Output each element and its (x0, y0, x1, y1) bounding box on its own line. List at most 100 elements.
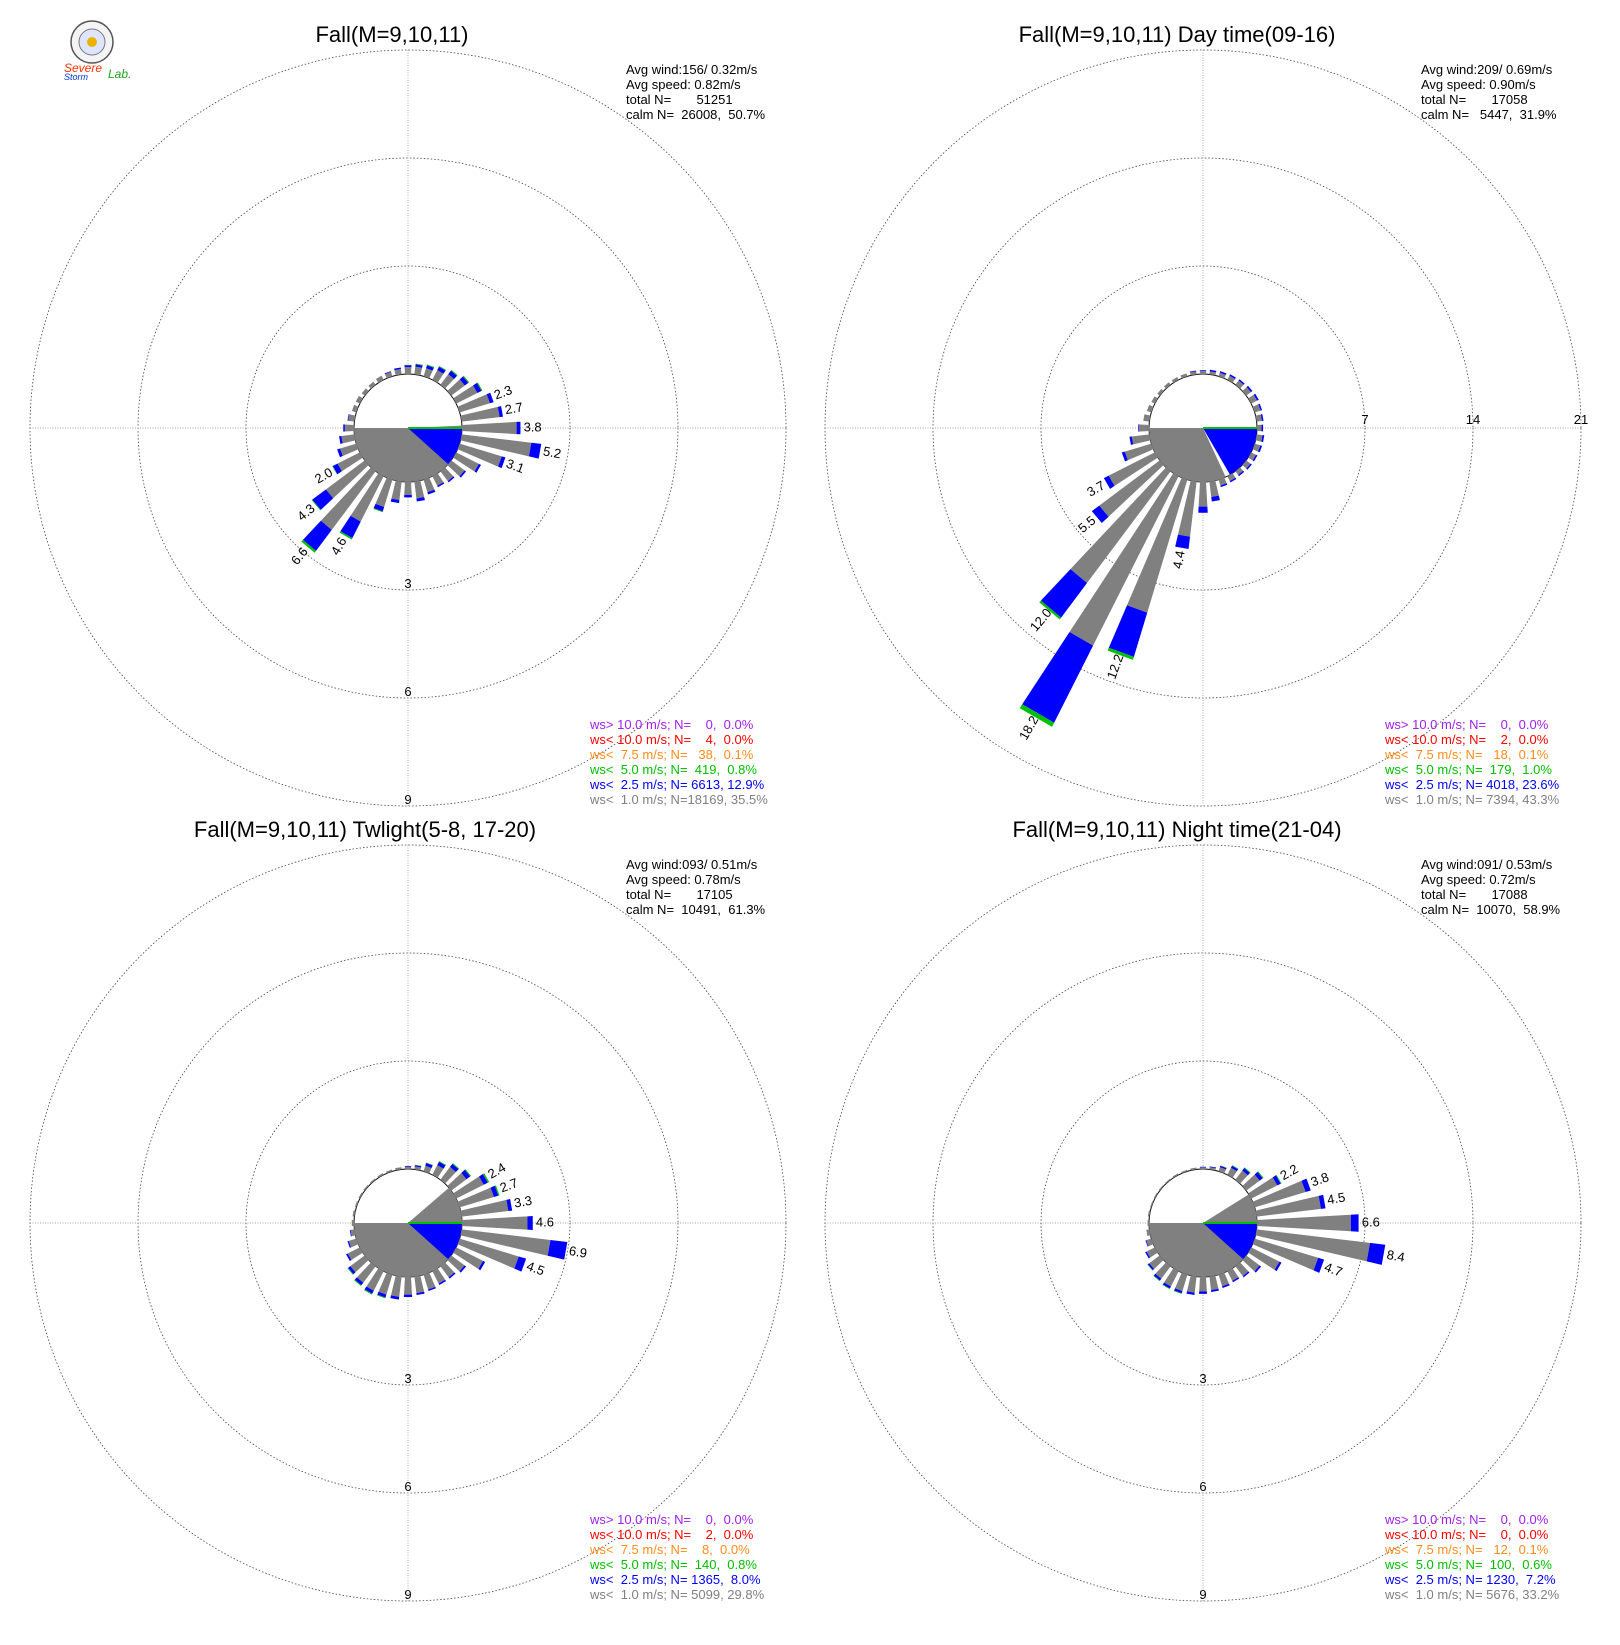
direction-bar (414, 481, 425, 502)
bar-segment-lt1 (340, 444, 358, 456)
bar-segment-lt25 (1200, 1167, 1206, 1168)
legend-entry: ws> 10.0 m/s; N= 0, 0.0% (1384, 1512, 1549, 1527)
bar-segment-lt25 (404, 495, 412, 497)
bar-segment-lt1 (1187, 1276, 1197, 1293)
direction-bar (1143, 414, 1150, 421)
panel-title: Fall(M=9,10,11) Twlight(5-8, 17-20) (194, 817, 536, 842)
bar-segment-lt1 (414, 481, 424, 499)
direction-bar (404, 365, 411, 374)
windrose-panel-fall: 2.32.73.85.23.14.66.64.32.0369Fall(M=9,1… (30, 22, 786, 807)
bar-value-label: 2.7 (498, 1175, 520, 1195)
bar-value-label: 3.7 (1084, 478, 1107, 500)
bar-segment-lt1 (391, 1276, 402, 1297)
direction-bar (390, 1276, 401, 1300)
direction-bar (1129, 434, 1150, 445)
bar-segment-lt25 (1199, 1292, 1207, 1294)
direction-bar (404, 1277, 412, 1297)
legend-entry: ws< 5.0 m/s; N= 140, 0.8% (589, 1557, 757, 1572)
bar-value-label: 2.0 (312, 464, 335, 486)
bar-segment-lt25 (1109, 605, 1147, 657)
bar-segment-lt1 (1256, 434, 1263, 441)
ring-label: 9 (404, 1587, 411, 1602)
stats-line: total N= 51251 (626, 92, 733, 107)
legend-entry: ws< 1.0 m/s; N= 7394, 43.3% (1384, 792, 1560, 807)
bar-value-label: 2.2 (1277, 1161, 1300, 1183)
direction-bar (1257, 425, 1263, 432)
legend-entry: ws< 10.0 m/s; N= 2, 0.0% (1384, 732, 1549, 747)
panel-title: Fall(M=9,10,11) Day time(09-16) (1019, 22, 1336, 47)
bar-segment-lt25 (404, 365, 411, 367)
direction-bar (1209, 481, 1220, 502)
bar-value-label: 4.6 (328, 535, 350, 558)
bar-segment-lt1 (1257, 1215, 1351, 1232)
direction-bar (394, 367, 402, 375)
direction-bar (1256, 414, 1264, 422)
ring-label: 7 (1361, 412, 1368, 427)
bar-segment-lt1 (405, 1167, 411, 1169)
stats-line: Avg wind:209/ 0.69m/s (1421, 62, 1553, 77)
bar-segment-lt25 (548, 1240, 568, 1260)
bar-segment-lt1 (424, 1273, 436, 1290)
bar-segment-lt1 (1143, 414, 1150, 421)
bar-segment-lt1 (404, 482, 411, 495)
bar-segment-lt25 (404, 1295, 412, 1297)
stats-line: Avg speed: 0.82m/s (626, 77, 741, 92)
direction-bar (462, 422, 521, 435)
ring-label: 9 (404, 792, 411, 807)
bar-segment-lt1 (1139, 424, 1149, 431)
direction-bar (1256, 434, 1265, 442)
bar-segment-lt25 (343, 424, 345, 431)
direction-bar (1200, 370, 1206, 374)
stats-line: Avg speed: 0.78m/s (626, 872, 741, 887)
stats-line: Avg wind:091/ 0.53m/s (1421, 857, 1553, 872)
direction-bar (352, 1220, 354, 1226)
direction-bar (1186, 1276, 1196, 1295)
bar-segment-lt1 (341, 434, 355, 443)
bar-value-label: 3.1 (504, 456, 526, 476)
logo: Severe Storm Lab. (64, 21, 131, 82)
bar-segment-lt1 (424, 478, 435, 493)
bar-segment-lt1 (391, 481, 401, 500)
bar-segment-lt1 (462, 1216, 527, 1229)
bar-value-label: 5.2 (542, 443, 562, 461)
legend-entry: ws< 7.5 m/s; N= 38, 0.1% (589, 747, 754, 762)
bar-value-label: 2.7 (504, 399, 524, 417)
legend-entry: ws< 7.5 m/s; N= 18, 0.1% (1384, 747, 1549, 762)
direction-bar (1257, 1214, 1359, 1231)
legend-entry: ws< 10.0 m/s; N= 4, 0.0% (589, 732, 754, 747)
stats-line: Avg speed: 0.72m/s (1421, 872, 1536, 887)
ring-label: 6 (404, 1479, 411, 1494)
legend-entry: ws< 2.5 m/s; N= 6613, 12.9% (589, 777, 765, 792)
direction-bar (432, 473, 444, 487)
bar-segment-lt25 (1262, 425, 1264, 432)
direction-bar (1200, 1167, 1206, 1169)
bar-segment-lt1 (404, 1277, 412, 1295)
bar-segment-lt25 (527, 1216, 532, 1230)
logo-text-lab: Lab. (108, 67, 131, 81)
legend-entry: ws< 1.0 m/s; N= 5099, 29.8% (589, 1587, 765, 1602)
bar-segment-lt1 (348, 414, 355, 421)
bar-segment-lt1 (1200, 1167, 1206, 1169)
stats-line: calm N= 10491, 61.3% (626, 902, 766, 917)
direction-bar (339, 434, 355, 443)
bar-segment-lt25 (1022, 632, 1093, 723)
direction-bar (424, 1162, 433, 1173)
stats-line: Avg wind:093/ 0.51m/s (626, 857, 758, 872)
bar-value-label: 6.6 (288, 544, 311, 567)
bar-segment-lt1 (462, 422, 517, 434)
direction-bar (1138, 424, 1149, 431)
bar-value-label: 6.9 (568, 1243, 588, 1261)
direction-bar (343, 424, 354, 431)
bar-segment-lt1 (345, 424, 354, 431)
bar-value-label: 3.8 (524, 419, 542, 434)
bar-value-label: 3.3 (513, 1193, 533, 1211)
legend-entry: ws< 1.0 m/s; N= 5676, 33.2% (1384, 1587, 1560, 1602)
direction-bar (1219, 1273, 1230, 1288)
bar-segment-lt1 (1175, 1273, 1187, 1291)
direction-bar (414, 1276, 424, 1295)
ring-label: 3 (404, 576, 411, 591)
direction-bar (424, 1273, 436, 1291)
bar-segment-lt1 (1257, 425, 1262, 432)
